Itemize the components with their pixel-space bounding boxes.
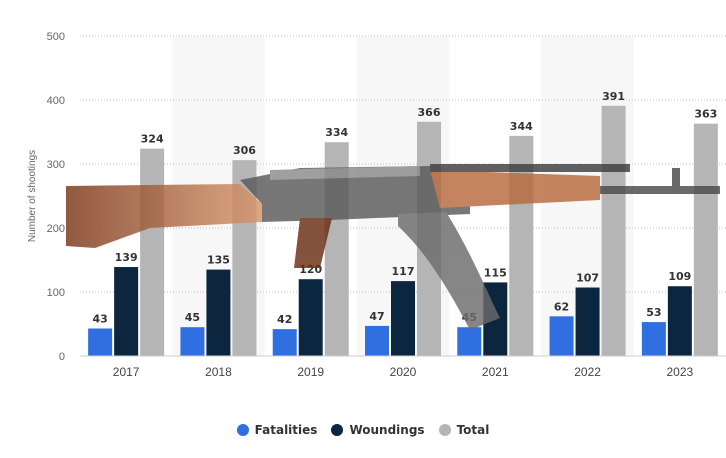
data-label-fatalities-2023: 53 — [646, 306, 661, 319]
data-label-total-2017: 324 — [141, 133, 164, 146]
bar-woundings-2018[interactable] — [206, 269, 231, 356]
y-tick-0: 0 — [59, 351, 65, 363]
y-tick-400: 400 — [47, 95, 65, 107]
bar-fatalities-2017[interactable] — [88, 328, 113, 356]
bar-fatalities-2022[interactable] — [549, 316, 574, 356]
legend-item-total[interactable]: Total — [438, 423, 490, 437]
data-label-fatalities-2022: 62 — [554, 300, 569, 313]
bar-total-2022[interactable] — [601, 105, 626, 356]
x-tick-2018: 2018 — [205, 365, 232, 379]
data-label-total-2018: 306 — [233, 144, 256, 157]
rifle-barrel — [600, 186, 720, 194]
data-label-woundings-2021: 115 — [484, 266, 507, 279]
legend-label-fatalities: Fatalities — [254, 423, 318, 437]
legend-label-woundings: Woundings — [349, 423, 425, 437]
data-label-woundings-2022: 107 — [576, 272, 599, 285]
y-tick-100: 100 — [47, 287, 65, 299]
data-label-woundings-2023: 109 — [668, 270, 691, 283]
bar-fatalities-2023[interactable] — [641, 322, 666, 356]
data-label-total-2022: 391 — [602, 90, 625, 103]
y-axis-ticks: 0 100 200 300 400 500 — [47, 31, 65, 363]
data-label-woundings-2017: 139 — [115, 251, 138, 264]
data-label-fatalities-2020: 47 — [369, 310, 384, 323]
rifle-stock — [66, 184, 262, 248]
bar-fatalities-2019[interactable] — [272, 329, 297, 356]
rifle-graphic — [66, 164, 720, 330]
legend-item-fatalities[interactable]: Fatalities — [236, 423, 318, 437]
bar-woundings-2023[interactable] — [667, 286, 692, 356]
y-tick-500: 500 — [47, 31, 65, 43]
legend-item-woundings[interactable]: Woundings — [331, 423, 425, 437]
x-tick-2019: 2019 — [297, 365, 324, 379]
y-tick-200: 200 — [47, 223, 65, 235]
legend-dot-woundings — [331, 424, 344, 436]
data-label-total-2021: 344 — [510, 120, 533, 133]
data-labels: 4313932445135306421203344711736645115344… — [92, 90, 717, 326]
rifle-handguard — [430, 170, 600, 208]
rifle-front-sight — [672, 168, 680, 190]
data-label-total-2023: 363 — [694, 108, 717, 121]
legend: Fatalities Woundings Total — [0, 420, 726, 440]
x-tick-2023: 2023 — [667, 365, 694, 379]
bar-woundings-2019[interactable] — [298, 279, 323, 356]
bar-fatalities-2018[interactable] — [180, 327, 205, 356]
x-tick-2017: 2017 — [113, 365, 140, 379]
legend-dot-total — [438, 424, 451, 436]
x-tick-2021: 2021 — [482, 365, 509, 379]
bar-woundings-2017[interactable] — [114, 267, 139, 356]
data-label-total-2019: 334 — [325, 126, 348, 139]
bar-fatalities-2020[interactable] — [365, 325, 389, 356]
data-label-fatalities-2018: 45 — [185, 311, 200, 324]
y-axis-label: Number of shootings — [27, 150, 38, 242]
rifle-gas-tube — [430, 164, 630, 172]
data-label-fatalities-2017: 43 — [92, 312, 107, 325]
legend-dot-fatalities — [236, 424, 249, 436]
y-tick-300: 300 — [47, 159, 65, 171]
data-label-fatalities-2019: 42 — [277, 313, 292, 326]
data-label-woundings-2018: 135 — [207, 254, 230, 267]
rifle-magazine — [398, 212, 500, 330]
x-axis-ticks: 2017 2018 2019 2020 2021 2022 2023 — [113, 365, 694, 379]
bar-total-2021[interactable] — [509, 135, 534, 356]
data-label-total-2020: 366 — [418, 106, 441, 119]
bar-fatalities-2021[interactable] — [457, 327, 482, 356]
bar-total-2017[interactable] — [140, 148, 165, 356]
bar-woundings-2020[interactable] — [391, 281, 415, 356]
x-tick-2020: 2020 — [390, 365, 417, 379]
bar-total-2023[interactable] — [693, 123, 718, 357]
bar-woundings-2022[interactable] — [575, 287, 600, 356]
bar-chart: 0 100 200 300 400 500 Number of shootings 43 1… — [27, 31, 726, 379]
rifle-receiver — [240, 166, 470, 222]
rifle-top-cover — [270, 166, 420, 180]
legend-label-total: Total — [456, 423, 490, 437]
rifle-grip — [294, 218, 332, 268]
data-label-woundings-2020: 117 — [392, 265, 415, 278]
x-tick-2022: 2022 — [574, 365, 601, 379]
